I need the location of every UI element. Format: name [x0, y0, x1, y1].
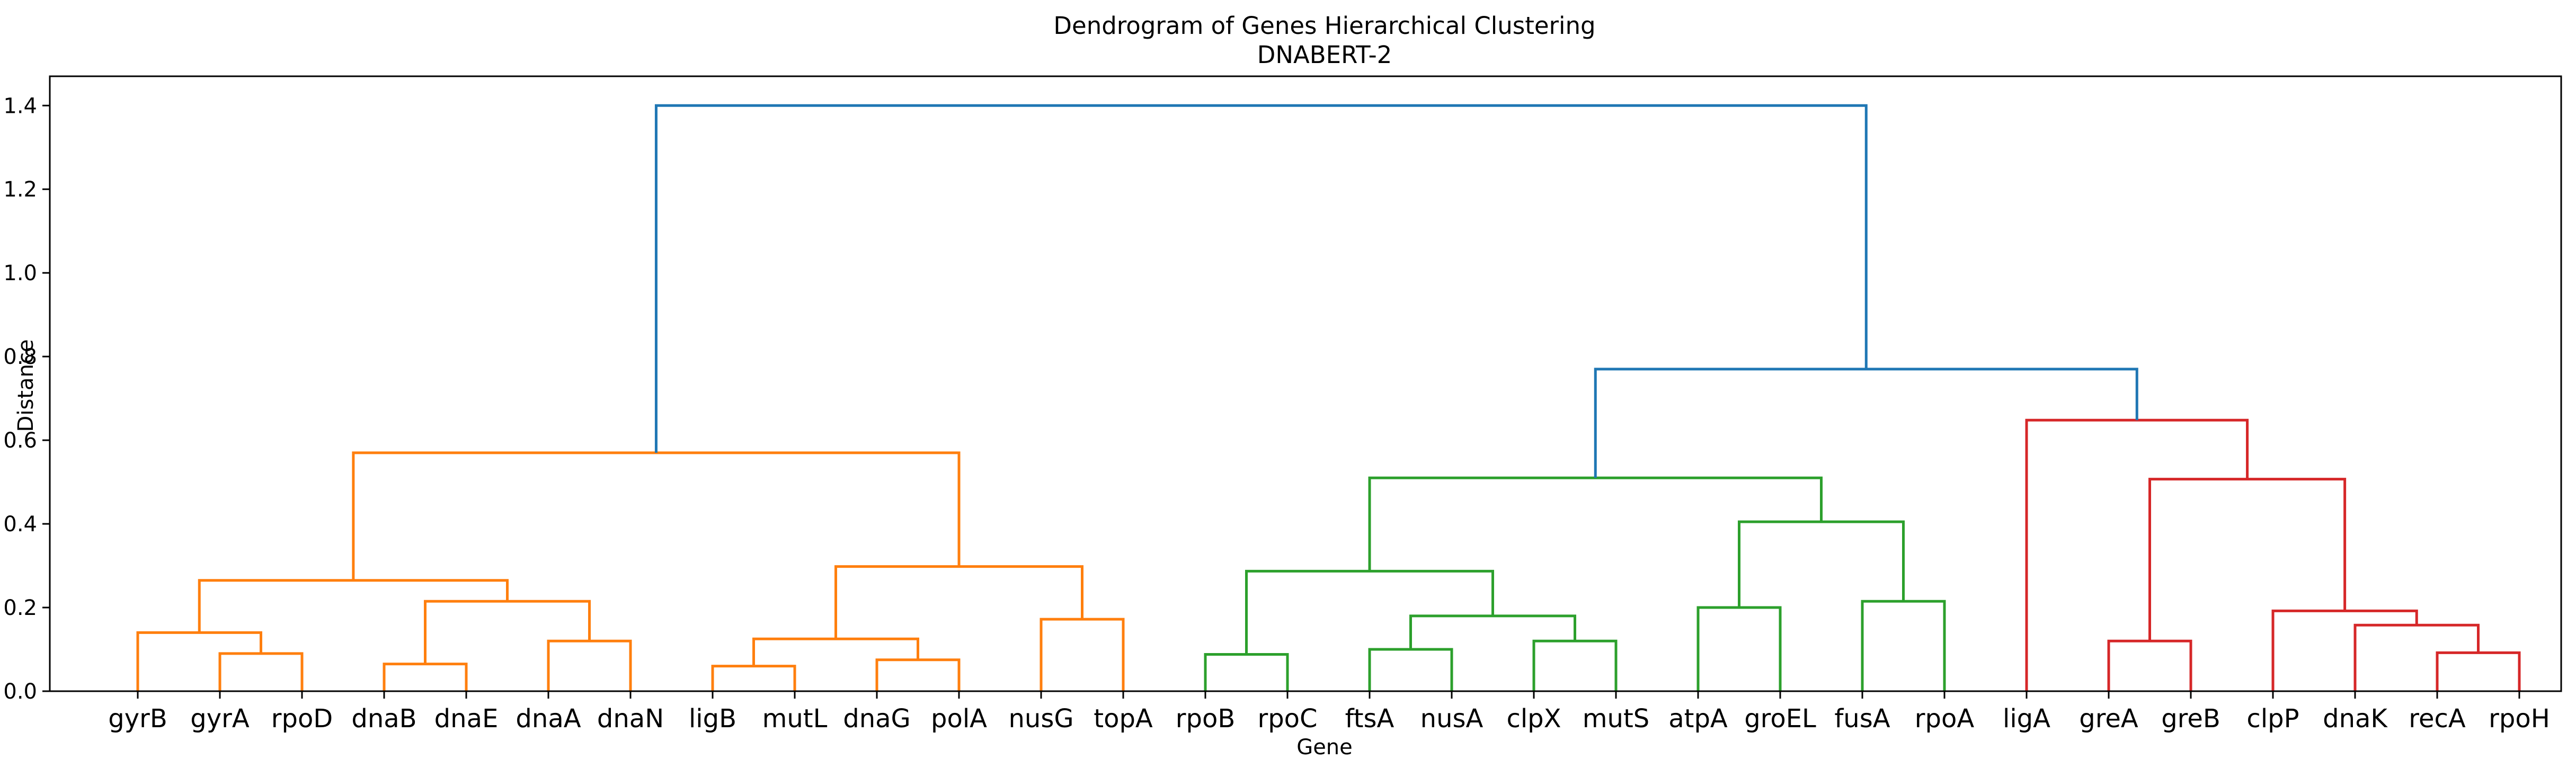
leaf-label-greB: greB	[2161, 704, 2220, 734]
y-tick-label-4: 0.8	[3, 345, 37, 369]
leaf-label-greA: greA	[2079, 704, 2138, 734]
leaf-label-mutL: mutL	[762, 704, 828, 734]
dendrogram-link-8	[752, 637, 919, 666]
leaf-label-recA: recA	[2409, 704, 2466, 734]
leaf-label-gyrB: gyrB	[108, 704, 167, 734]
leaf-label-gyrA: gyrA	[190, 704, 250, 734]
leaf-label-polA: polA	[931, 704, 987, 734]
leaf-label-groEL: groEL	[1744, 704, 1816, 734]
leaf-label-rpoH: rpoH	[2489, 704, 2550, 734]
leaf-label-topA: topA	[1094, 704, 1153, 734]
x-axis: gyrB gyrA rpoD dnaB dnaE dnaA dnaN ligB mutL dnaG…	[108, 691, 2550, 734]
leaf-label-ligA: ligA	[2003, 704, 2050, 734]
dendrogram-link-19	[1738, 520, 1905, 608]
dendrogram-link-0	[218, 652, 304, 691]
leaf-label-clpX: clpX	[1506, 704, 1561, 734]
y-tick-label-2: 0.4	[3, 512, 37, 537]
chart-title: Dendrogram of Genes Hierarchical Cluster…	[1053, 12, 1595, 40]
leaf-label-rpoC: rpoC	[1257, 704, 1317, 734]
dendrogram-link-22	[2436, 651, 2521, 691]
leaf-label-dnaK: dnaK	[2323, 704, 2388, 734]
dendrogram-link-16	[1245, 569, 1494, 655]
leaf-label-dnaN: dnaN	[597, 704, 664, 734]
leaf-label-nusG: nusG	[1008, 704, 1073, 734]
dendrogram-link-15	[1409, 614, 1576, 650]
leaf-label-rpoA: rpoA	[1915, 704, 1975, 734]
y-tick-label-7: 1.4	[3, 94, 37, 118]
leaf-label-dnaG: dnaG	[843, 704, 911, 734]
leaf-label-atpA: atpA	[1668, 704, 1728, 734]
leaf-label-dnaB: dnaB	[351, 704, 416, 734]
y-axis-label: Distance	[14, 340, 38, 432]
y-axis: 0.0 0.2 0.4 0.6 0.8 1.0 1.2 1.4	[3, 94, 50, 704]
y-tick-label-3: 0.6	[3, 428, 37, 453]
leaf-label-rpoB: rpoB	[1176, 704, 1236, 734]
plot-frame	[49, 75, 2562, 692]
leaf-label-rpoD: rpoD	[271, 704, 333, 734]
dendrogram-link-28	[654, 104, 1868, 453]
dendrogram-link-12	[1204, 653, 1289, 691]
dendrogram-link-9	[1040, 618, 1125, 691]
x-axis-label: Gene	[1296, 735, 1353, 760]
y-tick-label-0: 0.0	[3, 680, 37, 704]
y-tick-label-5: 1.0	[3, 261, 37, 285]
leaf-label-mutS: mutS	[1583, 704, 1649, 734]
leaf-label-ligB: ligB	[689, 704, 736, 734]
leaf-label-dnaE: dnaE	[434, 704, 499, 734]
dendrogram-link-7	[875, 658, 961, 691]
y-tick-label-1: 0.2	[3, 596, 37, 620]
y-tick-label-6: 1.2	[3, 177, 37, 202]
dendrogram-link-1	[136, 631, 262, 691]
leaf-label-nusA: nusA	[1420, 704, 1484, 734]
dendrogram-links	[136, 104, 2521, 691]
leaf-label-fusA: fusA	[1834, 704, 1890, 734]
leaf-label-dnaA: dnaA	[516, 704, 581, 734]
dendrogram-link-24	[2271, 609, 2418, 691]
chart-subtitle: DNABERT-2	[1257, 41, 1392, 69]
leaf-label-ftsA: ftsA	[1345, 704, 1394, 734]
leaf-label-clpP: clpP	[2246, 704, 2299, 734]
